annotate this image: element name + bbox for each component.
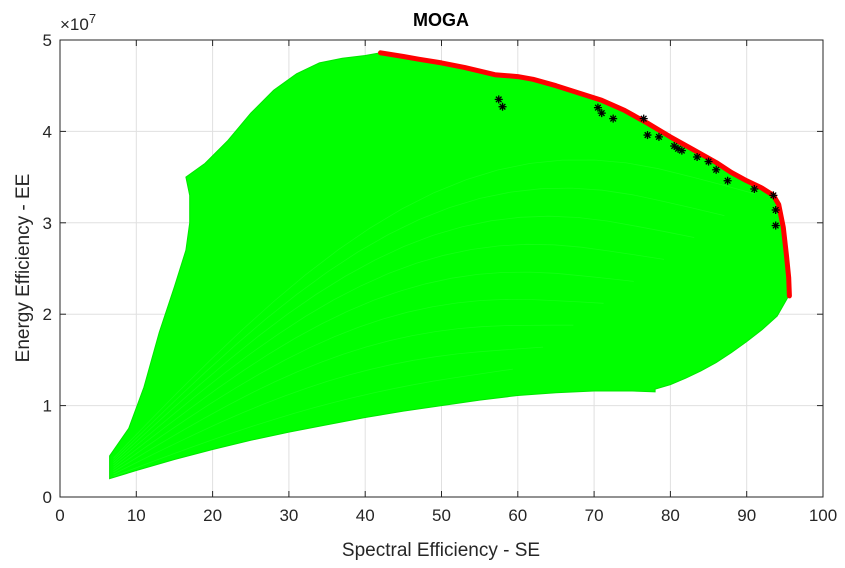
pareto-point-marker [771, 221, 780, 230]
y-tick-label: 0 [43, 488, 52, 507]
marker-stroke [594, 104, 602, 111]
pareto-front-line [378, 50, 792, 299]
marker-stroke [693, 153, 701, 161]
y-exponent-label: ×107 [60, 11, 96, 34]
feasible-region-area [109, 52, 790, 480]
y-exponent-power: 7 [89, 11, 96, 26]
x-tick-label: 0 [55, 506, 64, 525]
marker-stroke [598, 109, 605, 117]
pareto-point-marker [771, 206, 780, 215]
axes [59, 39, 824, 498]
region-texture-curve [113, 271, 634, 468]
pareto-point-marker [704, 157, 713, 166]
marker-stroke [640, 115, 647, 122]
pareto-point-marker [597, 109, 606, 118]
x-tick-label: 50 [432, 506, 451, 525]
region-texture-curve [113, 346, 544, 475]
y-tick-label: 1 [43, 397, 52, 416]
marker-stroke [674, 145, 682, 153]
y-tick-label: 3 [43, 214, 52, 233]
marker-stroke [712, 166, 720, 174]
pareto-point-marker [593, 103, 602, 112]
y-axis-label: Energy Efficiency - EE [13, 174, 34, 363]
marker-stroke [772, 222, 779, 229]
pareto-point-marker [639, 114, 648, 123]
marker-stroke [705, 158, 712, 165]
x-tick-label: 60 [508, 506, 527, 525]
x-tick-label: 30 [279, 506, 298, 525]
x-tick-label: 100 [809, 506, 837, 525]
pareto-point-marker [693, 152, 702, 161]
pareto-point-marker [654, 132, 663, 141]
marker-stroke [670, 142, 678, 150]
y-tick-label: 5 [43, 31, 52, 50]
pareto-point-marker [677, 146, 686, 155]
x-tick-label: 10 [127, 506, 146, 525]
pareto-point-marker [643, 131, 652, 140]
marker-stroke [678, 147, 686, 154]
marker-stroke [751, 185, 758, 193]
marker-stroke [770, 192, 777, 199]
marker-stroke [724, 177, 731, 185]
x-tick-label: 70 [585, 506, 604, 525]
pareto-point-marker [498, 102, 507, 111]
pareto-point-marker [494, 95, 503, 104]
x-tick-label: 20 [203, 506, 222, 525]
region-texture-curve [113, 187, 725, 461]
region-texture-curve [113, 298, 604, 470]
marker-stroke [495, 96, 502, 103]
region-texture-curve [113, 368, 513, 477]
marker-stroke [499, 103, 506, 110]
marker-stroke [644, 131, 651, 139]
pareto-point-marker [723, 176, 732, 185]
region-texture-curve [113, 159, 755, 459]
x-tick-label: 90 [737, 506, 756, 525]
pareto-point-marker [750, 184, 759, 193]
y-tick-label: 2 [43, 305, 52, 324]
region-texture-curve [113, 215, 695, 463]
x-tick-label: 80 [661, 506, 680, 525]
pareto-point-marker [712, 165, 721, 174]
pareto-point-marker [609, 114, 618, 123]
region-texture-curve [113, 324, 574, 473]
pareto-point-marker [769, 191, 778, 200]
tick-labels: 0 10 20 30 40 50 60 70 80 90 100 0 1 2 3 4 5 [43, 31, 838, 525]
x-axis-label: Spectral Efficiency - SE [342, 540, 540, 561]
plot-area [109, 50, 792, 480]
chart-title: MOGA [413, 10, 469, 30]
marker-stroke [655, 133, 663, 141]
region-texture-curve [113, 243, 665, 466]
y-tick-label: 4 [43, 122, 52, 141]
marker-stroke [609, 115, 617, 122]
x-tick-label: 40 [356, 506, 375, 525]
marker-stroke [772, 206, 779, 214]
